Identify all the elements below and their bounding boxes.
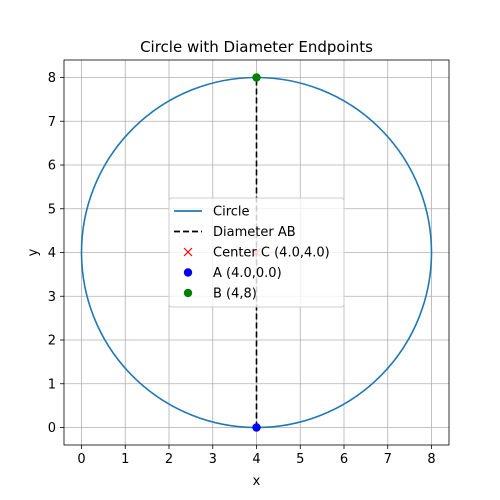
y-tick-label: 5 [48,202,56,217]
y-tick-label: 2 [48,334,56,349]
ticks: 0 1 2 3 4 5 6 7 8 0 1 2 3 4 5 6 7 8 [48,71,436,467]
legend-item: Diameter AB [174,225,296,240]
y-tick-label: 8 [48,71,56,86]
x-tick-label: 2 [165,452,173,467]
x-tick-label: 3 [209,452,217,467]
legend-label: B (4,8) [213,287,257,302]
y-tick-label: 1 [48,377,56,392]
legend-label: Center C (4.0,4.0) [213,246,330,261]
y-tick-label: 0 [48,421,56,436]
legend-x-swatch [183,247,193,257]
legend-item: B (4,8) [183,287,257,302]
y-tick-label: 4 [48,246,56,261]
legend-dot-swatch [183,288,193,298]
point-a-marker [252,423,261,432]
y-tick-label: 6 [48,159,56,174]
x-tick-label: 5 [296,452,304,467]
x-tick-label: 7 [384,452,392,467]
legend-label: A (4.0,0.0) [213,266,282,281]
legend-dot-swatch [183,268,193,277]
x-tick-label: 0 [77,452,85,467]
y-axis-label: y [26,248,41,256]
chart-title: Circle with Diameter Endpoints [140,38,373,56]
legend-item: Center C (4.0,4.0) [183,246,330,261]
x-tick-label: 6 [340,452,348,467]
legend-label: Circle [213,205,250,220]
legend-item: Circle [174,205,250,220]
legend-label: Diameter AB [213,225,296,240]
legend: Circle Diameter AB Center C (4.0,4.0) A (4.… [168,197,345,308]
x-tick-label: 4 [252,452,260,467]
y-tick-label: 7 [48,115,56,130]
legend-box [168,197,345,308]
legend-item: A (4.0,0.0) [183,266,282,281]
x-tick-label: 1 [121,452,129,467]
y-tick-label: 3 [48,290,56,305]
x-axis-label: x [253,474,261,489]
point-b-marker [252,73,261,82]
x-tick-label: 8 [427,452,435,467]
